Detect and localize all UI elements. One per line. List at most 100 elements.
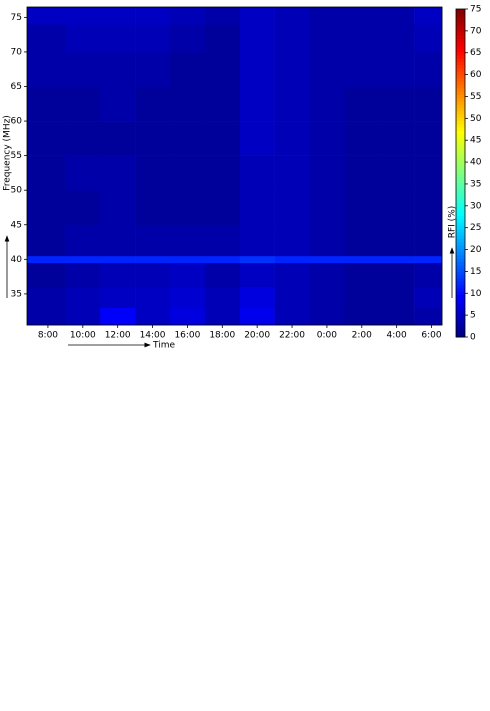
x-tick-label: 6:00 bbox=[421, 331, 441, 341]
heat-cell bbox=[204, 86, 241, 122]
heat-cell bbox=[309, 307, 345, 326]
heat-cell bbox=[169, 255, 206, 264]
heat-cell bbox=[344, 224, 380, 257]
heat-cell bbox=[169, 86, 206, 122]
heat-cell bbox=[239, 155, 275, 191]
colorbar-segment bbox=[456, 130, 465, 135]
colorbar-segment bbox=[456, 225, 465, 230]
heat-cell bbox=[309, 51, 345, 87]
heat-cell bbox=[309, 190, 345, 226]
colorbar-segment bbox=[456, 307, 465, 312]
colorbar-segment bbox=[456, 232, 465, 236]
heat-cell bbox=[239, 7, 275, 25]
heat-cell bbox=[344, 51, 380, 87]
heat-cell bbox=[100, 7, 136, 25]
colorbar-segment bbox=[456, 133, 465, 138]
colorbar-segment bbox=[456, 314, 465, 318]
heat-cell bbox=[239, 121, 275, 156]
colorbar-segment bbox=[456, 330, 465, 335]
colorbar-segment bbox=[456, 51, 465, 56]
colorbar-segment bbox=[456, 310, 465, 315]
y-tick-label: 55 bbox=[11, 151, 22, 161]
colorbar-segment bbox=[456, 25, 465, 30]
colorbar-segment bbox=[456, 320, 465, 325]
colorbar-tick-label: 40 bbox=[470, 158, 482, 168]
colorbar-segment bbox=[456, 176, 465, 181]
colorbar-segment bbox=[456, 9, 465, 13]
heat-cell bbox=[204, 224, 241, 257]
colorbar-segment bbox=[456, 281, 465, 286]
heat-cell bbox=[27, 24, 66, 53]
colorbar-segment bbox=[456, 192, 465, 197]
heat-cell bbox=[65, 24, 101, 53]
colorbar-segment bbox=[456, 45, 465, 49]
heat-cell bbox=[204, 51, 241, 87]
heat-cell bbox=[239, 224, 275, 257]
heat-cell bbox=[204, 155, 241, 191]
colorbar-segment bbox=[456, 291, 465, 295]
heat-cell bbox=[309, 286, 345, 309]
heat-cell bbox=[414, 24, 443, 53]
colorbar-segment bbox=[456, 12, 465, 17]
heat-cell bbox=[169, 286, 206, 309]
x-tick-label: 0:00 bbox=[317, 331, 337, 341]
heat-cell bbox=[65, 86, 101, 122]
heat-cell bbox=[100, 190, 136, 226]
heat-cell bbox=[204, 255, 241, 264]
colorbar-segment bbox=[456, 238, 465, 243]
colorbar-segment bbox=[456, 300, 465, 305]
heat-cell bbox=[135, 224, 171, 257]
colorbar-segment bbox=[456, 153, 465, 158]
colorbar-segment bbox=[456, 195, 465, 200]
heat-cell bbox=[239, 86, 275, 122]
heat-cell bbox=[414, 51, 443, 87]
colorbar-segment bbox=[456, 58, 465, 62]
x-tick-label: 8:00 bbox=[38, 331, 58, 341]
colorbar-segment bbox=[456, 163, 465, 167]
colorbar-segment bbox=[456, 159, 465, 164]
heat-cell bbox=[344, 255, 380, 264]
heat-cell bbox=[100, 262, 136, 288]
colorbar-segment bbox=[456, 186, 465, 190]
heat-cell bbox=[344, 121, 380, 156]
heat-cell bbox=[239, 255, 275, 264]
heat-cell bbox=[414, 121, 443, 156]
heat-cell bbox=[169, 224, 206, 257]
heat-cell bbox=[274, 307, 310, 326]
heat-cell bbox=[65, 190, 101, 226]
heat-cell bbox=[274, 190, 310, 226]
heat-cell bbox=[379, 190, 415, 226]
heat-cell bbox=[135, 24, 171, 53]
plot-frame bbox=[26, 6, 443, 326]
colorbar-segment bbox=[456, 123, 465, 128]
colorbar-tick-label: 5 bbox=[470, 311, 476, 321]
heat-cell bbox=[204, 307, 241, 326]
heat-cell bbox=[239, 286, 275, 309]
colorbar-segment bbox=[456, 140, 465, 144]
colorbar-segment bbox=[456, 107, 465, 112]
heat-cell bbox=[65, 307, 101, 326]
x-tick-label: 18:00 bbox=[209, 331, 235, 341]
heat-cell bbox=[204, 262, 241, 288]
heat-cell bbox=[414, 190, 443, 226]
colorbar-segment bbox=[456, 199, 465, 204]
heat-cell bbox=[274, 155, 310, 191]
heat-cell bbox=[204, 121, 241, 156]
heat-cell bbox=[135, 262, 171, 288]
heat-cell bbox=[379, 224, 415, 257]
colorbar-segment bbox=[456, 179, 465, 184]
colorbar-segment bbox=[456, 81, 465, 85]
colorbar-segment bbox=[456, 18, 465, 23]
heat-cell bbox=[135, 121, 171, 156]
colorbar-segment bbox=[456, 333, 465, 338]
colorbar-segment bbox=[456, 218, 465, 223]
colorbar-segment bbox=[456, 277, 465, 282]
heat-cell bbox=[27, 262, 66, 288]
heat-cell bbox=[27, 155, 66, 191]
heat-cell bbox=[274, 121, 310, 156]
heat-cell bbox=[27, 255, 66, 264]
heat-cell bbox=[100, 224, 136, 257]
colorbar-segment bbox=[456, 304, 465, 308]
